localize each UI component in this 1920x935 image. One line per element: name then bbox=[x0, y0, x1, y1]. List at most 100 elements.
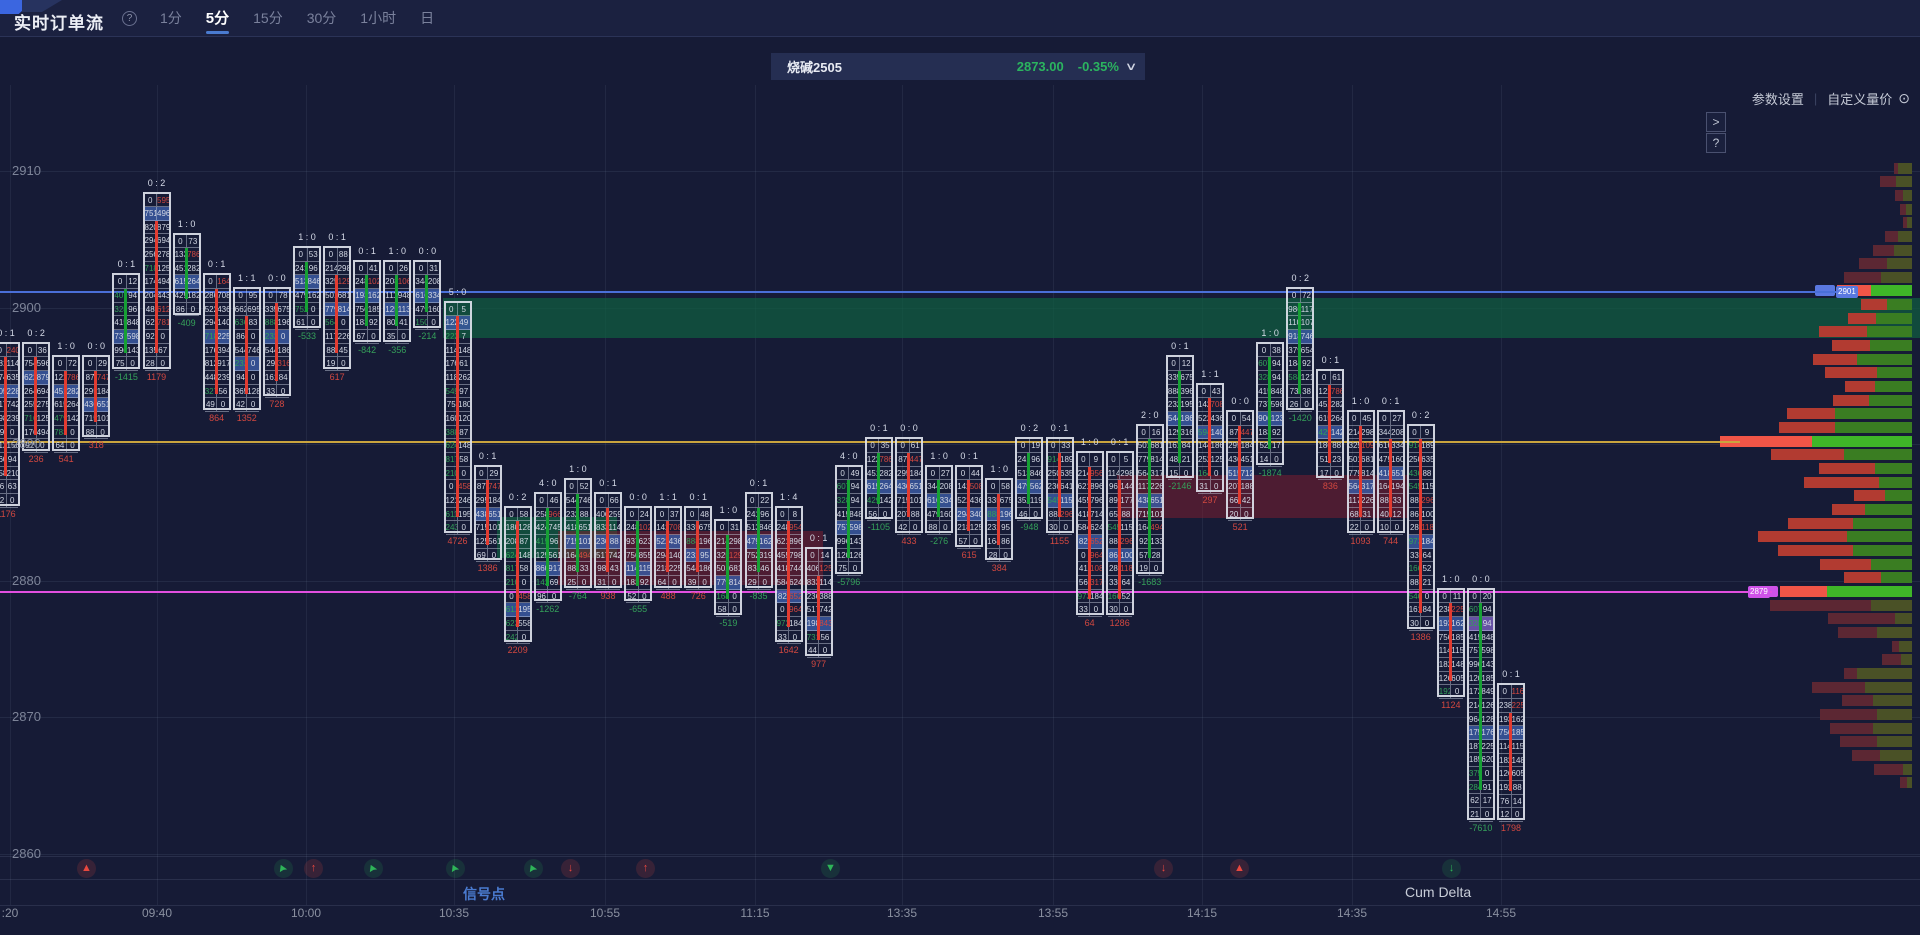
footprint-candle[interactable]: 0 : 201924196513846479562352119460-948 bbox=[1015, 423, 1044, 532]
signal-arrow-up-icon[interactable]: ↑ bbox=[636, 859, 655, 878]
volume-profile-row bbox=[1845, 381, 1912, 393]
chart-help-button[interactable]: ? bbox=[1706, 133, 1726, 153]
signal-pointer-icon[interactable] bbox=[446, 859, 465, 878]
price-alert-line[interactable] bbox=[0, 291, 1838, 293]
tab-interval-30分[interactable]: 30分 bbox=[306, 10, 337, 26]
candle-delta: 384 bbox=[991, 563, 1007, 574]
ask-volume-cell: 140 bbox=[217, 316, 229, 331]
signal-tri-up-icon[interactable]: ▲ bbox=[1230, 859, 1249, 878]
footprint-candle[interactable]: 0 : 205957514968208792946942562787181251… bbox=[142, 178, 171, 382]
signal-pointer-icon[interactable] bbox=[274, 859, 293, 878]
footprint-candle[interactable]: 0 : 00313442086163344791601500-214 bbox=[413, 246, 442, 341]
imbalance-header: 1 : 0 bbox=[569, 464, 587, 475]
footprint-candle[interactable]: 0 : 1 02987747295184438651715101212575616… bbox=[473, 451, 502, 573]
footprint-candle[interactable]: 0 : 1 044142508522436294340218125570615 bbox=[955, 451, 984, 560]
footprint-candle[interactable]: 0 : 007833567588819623205441862931616184… bbox=[262, 273, 291, 409]
param-settings-button[interactable]: 参数设置 bbox=[1751, 91, 1804, 107]
footprint-candle[interactable]: 0 : 0 02424810229376237568551148115118392… bbox=[624, 492, 653, 614]
tab-interval-日[interactable]: 日 bbox=[420, 10, 435, 26]
tab-interval-5分[interactable]: 5分 bbox=[194, 0, 241, 37]
footprint-candle[interactable]: 0 : 0 029877472951844366517151012880318 bbox=[82, 341, 111, 450]
signal-pointer-icon[interactable] bbox=[524, 859, 543, 878]
signal-arrow-down-icon[interactable]: ↓ bbox=[1154, 859, 1173, 878]
footprint-candle[interactable]: 0 : 102734420861633447916041865116419488… bbox=[1376, 396, 1405, 546]
signal-tri-down-icon[interactable]: ▼ bbox=[821, 859, 840, 878]
tab-interval-1分[interactable]: 1分 bbox=[160, 10, 182, 26]
custom-volume-price-button[interactable]: 自定义量价 bbox=[1827, 91, 1893, 107]
signal-arrow-down-icon[interactable]: ↓ bbox=[1442, 859, 1461, 878]
footprint-candle[interactable]: 0 : 1 02404811142474635205228517742498239… bbox=[0, 328, 20, 519]
orderflow-chart[interactable]: 2910 2900 2890 2880 2870 2860:20 09:40 10:00 10:… bbox=[0, 37, 1920, 935]
footprint-candle[interactable]: 1 : 0 04521429832510965016817798145643171… bbox=[1346, 396, 1375, 546]
footprint-candle[interactable]: 1 : 0 03121429832512965016817798141640580… bbox=[714, 505, 743, 628]
signal-arrow-down-icon[interactable]: ↓ bbox=[561, 859, 580, 878]
price-alert-line[interactable] bbox=[0, 441, 1740, 443]
footprint-candle[interactable]: 0 : 103391418925063523664154511588296300… bbox=[1045, 423, 1074, 546]
ask-volume-cell: 652 bbox=[789, 590, 801, 604]
footprint-candle[interactable]: 0 : 101233567588839623219554418612931616… bbox=[1165, 341, 1194, 491]
tab-interval-1小时[interactable]: 1小时 bbox=[360, 10, 397, 26]
ask-volume-cell: 208 bbox=[939, 480, 952, 494]
footprint-candle[interactable]: 1 : 1037142708522436294140218225640488 bbox=[654, 492, 683, 601]
footprint-candle[interactable]: 0 : 002060794328944158487575989961434120… bbox=[1466, 574, 1495, 833]
footprint-candle[interactable]: 0 : 0 06187447295184436651715101220788420… bbox=[895, 423, 923, 546]
footprint-candle[interactable]: 1 : 009214956621896455796418714584624826… bbox=[1075, 437, 1104, 628]
tab-interval-15分[interactable]: 15分 bbox=[253, 10, 283, 26]
footprint-candle[interactable]: 1 : 0053241965138464791627520610-533 bbox=[293, 232, 321, 341]
footprint-candle[interactable]: 1 : 005254474623288418651715101216449488… bbox=[563, 464, 592, 601]
signal-pointer-icon[interactable] bbox=[364, 859, 383, 878]
footprint-candle[interactable]: 1 : 0 027344208616334479160880-276 bbox=[925, 451, 954, 546]
cum-delta-label[interactable]: Cum Delta bbox=[1405, 884, 1472, 900]
footprint-candle[interactable]: 1 : 0 0583356758881962329516486280384 bbox=[985, 464, 1014, 573]
ask-volume-cell: 0 bbox=[36, 439, 49, 454]
footprint-candle[interactable]: 2 : 0 01650168177981456431711722643865171… bbox=[1135, 410, 1164, 587]
candle-direction-line bbox=[274, 302, 278, 381]
price-alert-line[interactable] bbox=[0, 591, 1772, 593]
footprint-candle[interactable]: 0 : 1035122786451282615264429142560-1105 bbox=[864, 423, 893, 532]
volume-profile-row bbox=[1852, 749, 1912, 761]
footprint-candle[interactable]: 0 : 108821429832512965016817798145640117… bbox=[323, 232, 352, 382]
volume-profile-row bbox=[1804, 476, 1912, 488]
footprint-candle[interactable]: 1 : 003860794328944158487375989061234183… bbox=[1256, 328, 1285, 478]
footprint-candle[interactable]: 0 : 101440612598331142236388517742198843… bbox=[804, 533, 833, 669]
footprint-candle[interactable]: 0 : 1 041248102219371623756185518392670-8… bbox=[353, 246, 382, 355]
footprint-candle[interactable]: 0 : 1 04833567588819623295544186390726 bbox=[684, 492, 713, 601]
footprint-candle[interactable]: 0 : 101642867085224362941407182251763948… bbox=[202, 259, 231, 423]
ask-volume-cell: 240 bbox=[6, 344, 18, 358]
contract-bar[interactable]: 烧碱2505 2873.00 -0.35% ∨ bbox=[771, 53, 1145, 80]
gear-icon[interactable]: ⊙ bbox=[1898, 89, 1910, 106]
ask-volume-cell: 436 bbox=[668, 535, 681, 549]
footprint-candle[interactable]: 0 : 203675459662287926469425527571612517… bbox=[22, 328, 51, 464]
signal-point-label[interactable]: 信号点 bbox=[463, 886, 505, 902]
footprint-candle[interactable]: 1 : 1 04314270852243659414014418625212516… bbox=[1196, 369, 1224, 505]
footprint-candle[interactable]: 0 : 1 06640625983311422368851774298433109… bbox=[594, 478, 622, 601]
footprint-candle[interactable]: 5 : 005122492227114148176611182625499775… bbox=[443, 287, 472, 546]
footprint-candle[interactable]: 1 : 408248954621896455798418744584624826… bbox=[774, 492, 803, 655]
footprint-candle[interactable]: 4 : 004625896642474541596125756186091714… bbox=[533, 478, 562, 614]
footprint-candle[interactable]: 1 : 001123822521937162375618551148115118… bbox=[1436, 574, 1465, 710]
footprint-candle[interactable]: 1 : 0 02620810621117948125411328041350-35… bbox=[383, 246, 412, 355]
signal-arrow-up-icon[interactable]: ↑ bbox=[304, 859, 323, 878]
footprint-candle[interactable]: 0 : 205818012820887624148817582108004586… bbox=[503, 492, 532, 655]
ask-volume-cell: 21 bbox=[1180, 453, 1192, 467]
collapse-button[interactable]: > bbox=[1706, 112, 1726, 132]
footprint-candle[interactable]: 1 : 1 09566269563683860544746232094036512… bbox=[232, 273, 261, 423]
signal-tri-up-icon[interactable]: ▲ bbox=[77, 859, 96, 878]
footprint-candle[interactable]: 0 : 2 07298611741108107991874637965418492… bbox=[1286, 273, 1315, 423]
footprint-candle[interactable]: 0 : 106112278645128261526442914218688512… bbox=[1316, 355, 1345, 491]
ask-volume-cell: 681 bbox=[1361, 453, 1373, 467]
footprint-candle[interactable]: 0 : 1 01162382252193716237561855114811511… bbox=[1497, 669, 1525, 833]
footprint-candle[interactable]: 1 : 0073133786451282615264429182860-409 bbox=[172, 219, 201, 328]
help-icon[interactable]: ? bbox=[122, 11, 137, 26]
ask-volume-cell: 64 bbox=[1421, 549, 1433, 563]
footprint-candle[interactable]: 0 : 005487447295184436451515712207188664… bbox=[1226, 396, 1255, 532]
footprint-candle[interactable]: 0 : 209914189250635436885451158829686100… bbox=[1406, 410, 1435, 642]
chevron-down-icon[interactable]: ∨ bbox=[1124, 61, 1138, 73]
footprint-candle[interactable]: 0 : 1022241965138464791627523198346290-8… bbox=[744, 478, 773, 601]
ask-volume-cell: 45 bbox=[337, 344, 350, 358]
footprint-candle[interactable]: 0 : 105114298961448917765885451158829686… bbox=[1105, 437, 1134, 628]
ask-volume-cell: 33 bbox=[578, 562, 590, 576]
footprint-candle[interactable]: 4 : 004960794328944158487575989961434120… bbox=[834, 451, 863, 587]
footprint-candle[interactable]: 1 : 0 07212278645128261526447914278306405… bbox=[52, 341, 81, 464]
footprint-candle[interactable]: 0 : 101240794328964158487375989961434750… bbox=[112, 259, 141, 382]
